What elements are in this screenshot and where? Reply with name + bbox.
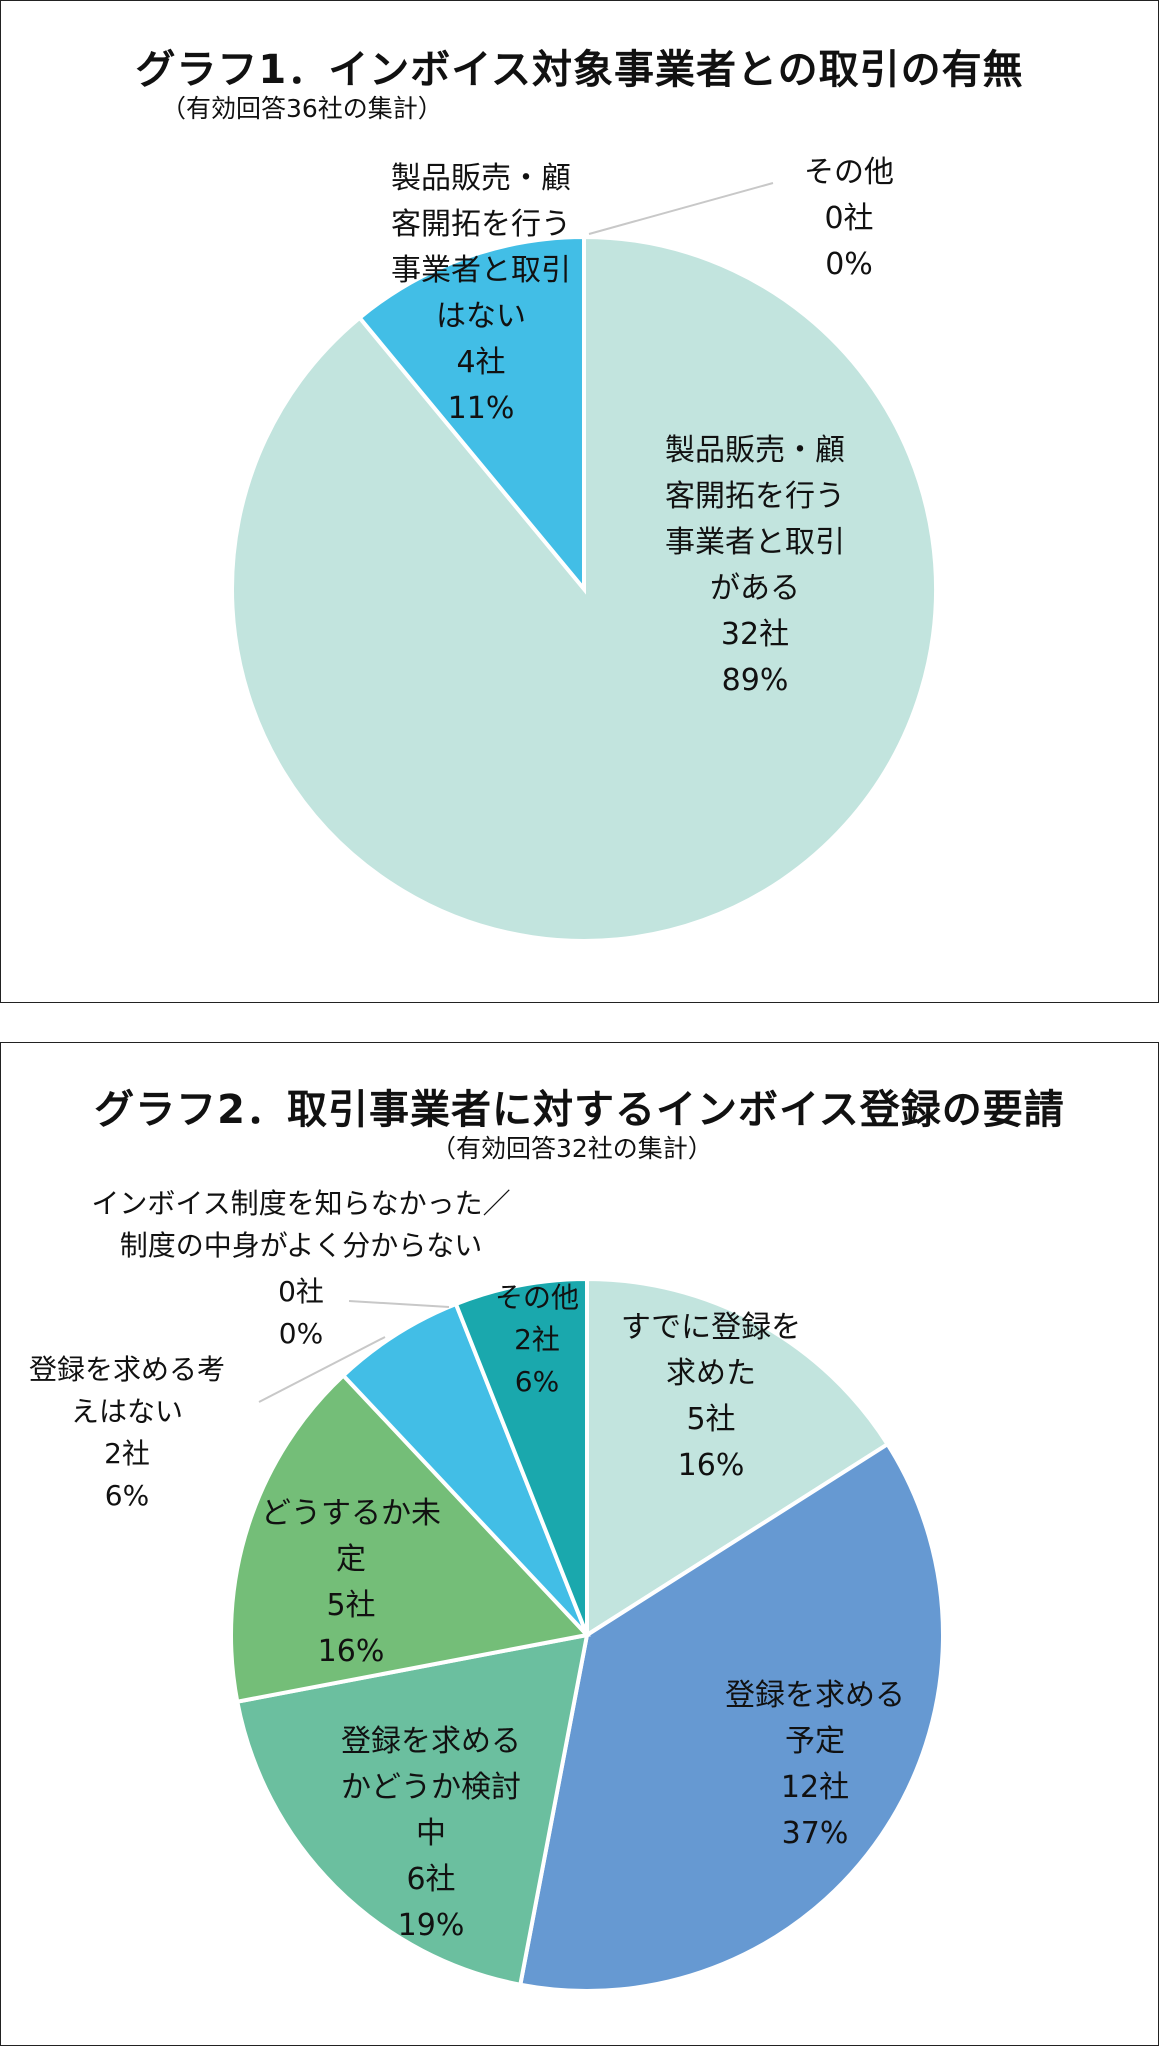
chart-1-pie <box>230 182 938 943</box>
slice-label-line: 中 <box>416 1816 446 1851</box>
slice-percent: 0% <box>825 247 873 282</box>
chart-1-subtitle: （有効回答36社の集計） <box>161 94 443 123</box>
slice-count: 5社 <box>326 1588 376 1623</box>
slice-label-line: 製品販売・顧 <box>665 433 845 468</box>
chart-2-slice-4 <box>340 1301 589 1637</box>
slice-percent: 37% <box>781 1816 849 1851</box>
chart-2-panel: グラフ2．取引事業者に対するインボイス登録の要請 （有効回答32社の集計） すで… <box>0 1042 1159 2046</box>
slice-count: 0社 <box>278 1275 324 1308</box>
chart-1-slice-2 <box>356 234 586 595</box>
slice-label-line: 定 <box>336 1542 366 1577</box>
slice-count: 32社 <box>720 617 790 652</box>
chart-2-label-considering: 登録を求める かどうか検討 中 6社 19% <box>311 1719 551 1949</box>
slice-label-line: 制度の中身がよく分からない <box>119 1229 483 1262</box>
chart-2-pie <box>229 1276 945 1993</box>
chart-2-title: グラフ2．取引事業者に対するインボイス登録の要請 <box>94 1087 1065 1133</box>
chart-1-label-other: その他 0社 0% <box>779 150 919 288</box>
slice-percent: 89% <box>721 663 789 698</box>
slice-label-line: はない <box>436 299 526 334</box>
slice-percent: 0% <box>278 1317 324 1350</box>
chart-2-slice-2 <box>234 1632 590 1988</box>
slice-percent: 11% <box>447 391 515 426</box>
slice-label-line: かどうか検討 <box>341 1770 521 1805</box>
slice-count: 2社 <box>514 1323 560 1356</box>
chart-2-slice-1 <box>517 1441 945 1993</box>
slice-count: 4社 <box>456 345 506 380</box>
slice-count: 2社 <box>104 1437 150 1470</box>
chart-1-label-no-trade: 製品販売・顧 客開拓を行う 事業者と取引 はない 4社 11% <box>381 156 581 432</box>
slice-count: 5社 <box>686 1402 736 1437</box>
slice-percent: 6% <box>104 1479 150 1512</box>
chart-2-label-no-intention: 登録を求める考 えはない 2社 6% <box>7 1349 247 1517</box>
slice-label-line: 製品販売・顧 <box>391 161 571 196</box>
slice-percent: 16% <box>317 1634 385 1669</box>
slice-count: 0社 <box>824 201 874 236</box>
chart-1-panel: グラフ1．インボイス対象事業者との取引の有無 （有効回答36社の集計） 製品販売… <box>0 0 1159 1003</box>
slice-percent: 6% <box>514 1365 560 1398</box>
slice-label-line: その他 <box>804 155 894 190</box>
slice-label-line: 事業者と取引 <box>391 253 571 288</box>
chart-2-slice-3 <box>229 1372 591 1705</box>
slice-label-line: 求めた <box>666 1356 756 1391</box>
slice-label-line: すでに登録を <box>620 1310 802 1345</box>
chart-2-slice-6 <box>453 1276 589 1636</box>
chart-1-title: グラフ1．インボイス対象事業者との取引の有無 <box>135 47 1024 93</box>
slice-label-line: どうするか未 <box>261 1496 441 1531</box>
chart-2-label-plan: 登録を求める 予定 12社 37% <box>695 1673 935 1857</box>
slice-count: 6社 <box>406 1862 456 1897</box>
slice-label-line: がある <box>710 571 800 606</box>
slice-count: 12社 <box>780 1770 850 1805</box>
chart-2-leader-line <box>348 1300 450 1308</box>
slice-label-line: 事業者と取引 <box>665 525 845 560</box>
chart-2-label-already: すでに登録を 求めた 5社 16% <box>591 1305 831 1489</box>
slice-label-line: 予定 <box>785 1724 845 1759</box>
slice-percent: 19% <box>397 1908 465 1943</box>
chart-2-label-other: その他 2社 6% <box>477 1277 597 1403</box>
slice-label-line: 登録を求める考 <box>28 1353 225 1386</box>
slice-percent: 16% <box>677 1448 745 1483</box>
slice-label-line: 客開拓を行う <box>665 479 845 514</box>
slice-label-line: 客開拓を行う <box>391 207 571 242</box>
slice-label-line: インボイス制度を知らなかった／ <box>91 1187 511 1220</box>
chart-2-label-unaware: インボイス制度を知らなかった／ 制度の中身がよく分からない <box>61 1183 541 1267</box>
chart-1-leader-line <box>588 182 774 235</box>
slice-label-line: 登録を求める <box>725 1678 905 1713</box>
chart-2-label-unaware-values: 0社 0% <box>251 1271 351 1355</box>
slice-label-line: 登録を求める <box>341 1724 521 1759</box>
chart-2-subtitle: （有効回答32社の集計） <box>431 1134 713 1163</box>
chart-1-label-with-trade: 製品販売・顧 客開拓を行う 事業者と取引 がある 32社 89% <box>655 428 855 704</box>
slice-label-line: その他 <box>494 1281 579 1314</box>
chart-2-slice-0 <box>585 1276 891 1639</box>
chart-2-label-undecided: どうするか未 定 5社 16% <box>241 1491 461 1675</box>
slice-label-line: えはない <box>70 1395 183 1428</box>
chart-2-leader-line <box>258 1336 386 1403</box>
